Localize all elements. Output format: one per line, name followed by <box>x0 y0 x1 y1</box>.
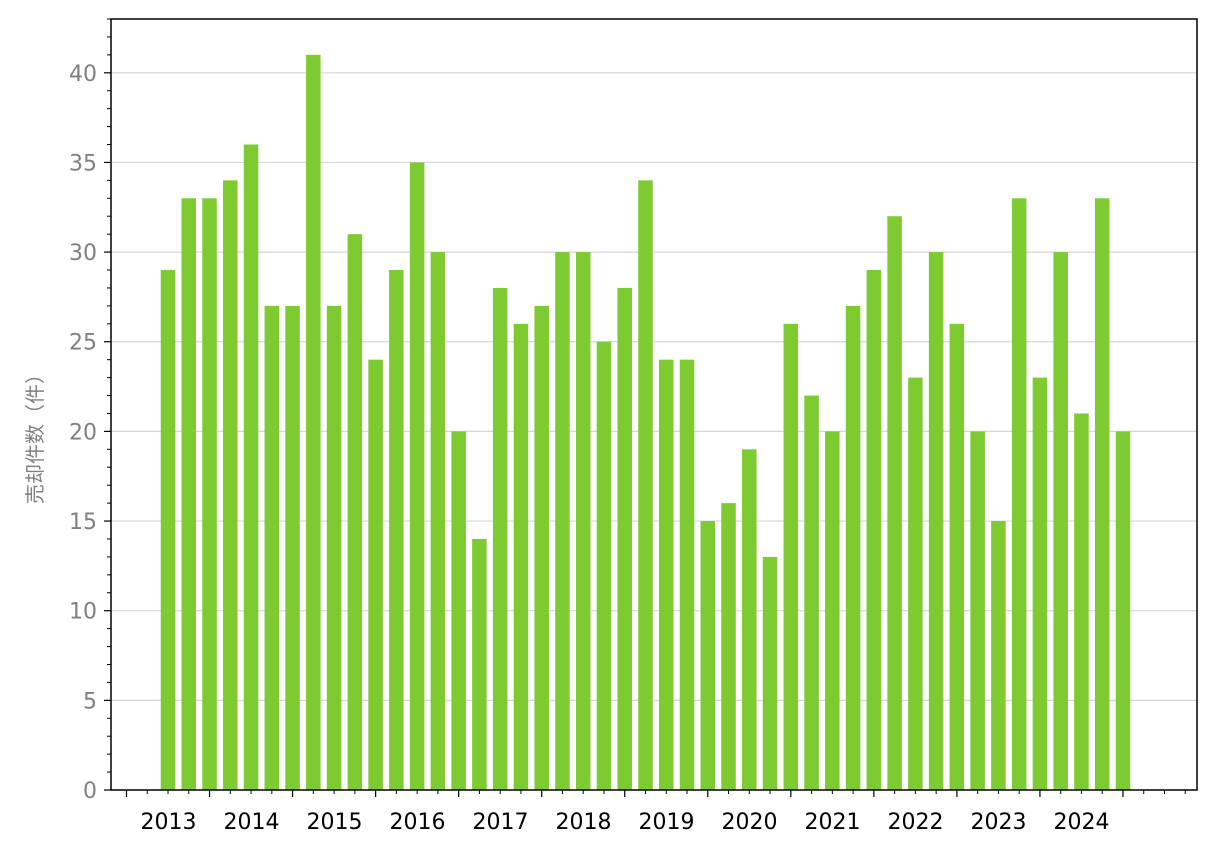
bar <box>555 252 570 790</box>
bar <box>575 252 591 790</box>
bar <box>326 305 342 790</box>
bar <box>866 270 882 790</box>
bar <box>887 216 902 791</box>
y-tick-label: 25 <box>69 331 97 356</box>
bar <box>596 341 612 790</box>
bar <box>825 431 840 790</box>
bar <box>202 198 217 791</box>
bar <box>513 323 529 790</box>
y-tick-label: 0 <box>83 779 97 804</box>
y-axis-label: 売却件数（件） <box>23 364 47 504</box>
bar <box>658 359 674 790</box>
x-tick-label: 2019 <box>639 810 695 835</box>
bar <box>742 449 757 790</box>
bar <box>679 359 695 790</box>
x-tick-label: 2024 <box>1054 810 1110 835</box>
bar <box>409 162 425 790</box>
bar <box>928 252 944 790</box>
bar <box>472 538 487 790</box>
bar <box>389 270 404 790</box>
bar <box>430 252 446 790</box>
bar <box>804 395 819 790</box>
bar <box>285 305 300 790</box>
bar <box>845 305 861 790</box>
bar <box>181 198 197 791</box>
bar <box>970 431 985 790</box>
x-tick-label: 2014 <box>224 810 280 835</box>
x-tick-label: 2018 <box>556 810 612 835</box>
bar <box>264 305 280 790</box>
bar <box>1032 377 1048 790</box>
bar <box>1094 198 1110 791</box>
y-tick-label: 20 <box>69 420 97 445</box>
bar <box>368 359 383 790</box>
bar <box>783 323 799 790</box>
bar <box>991 521 1006 790</box>
bar <box>949 323 965 790</box>
x-tick-label: 2020 <box>722 810 778 835</box>
bar <box>306 54 321 790</box>
x-tick-label: 2017 <box>473 810 529 835</box>
bar <box>347 234 363 791</box>
plot-frame <box>110 18 1198 791</box>
y-tick-label: 30 <box>69 241 97 266</box>
bar <box>1074 413 1089 790</box>
x-tick-label: 2021 <box>805 810 861 835</box>
bar <box>492 287 508 790</box>
x-tick-label: 2023 <box>971 810 1027 835</box>
bar <box>762 556 778 790</box>
bar <box>1053 252 1068 790</box>
x-tick-label: 2013 <box>141 810 197 835</box>
bar <box>160 270 176 790</box>
bar <box>243 144 259 791</box>
bar <box>534 305 549 790</box>
bar <box>721 503 736 790</box>
bar <box>223 180 238 791</box>
y-tick-label: 15 <box>69 510 97 535</box>
y-tick-label: 5 <box>83 689 97 714</box>
x-axis: 2013 2014 2015 2016 2017 2018 2019 2020 2021 2022… <box>125 790 1186 835</box>
x-tick-label: 2022 <box>888 810 944 835</box>
x-tick-label: 2016 <box>390 810 446 835</box>
bar <box>700 521 716 790</box>
y-tick-label: 10 <box>69 600 97 625</box>
bar <box>908 377 923 790</box>
y-axis: 0 5 10 15 20 25 30 35 40 <box>69 18 111 804</box>
bar <box>1115 431 1131 790</box>
bar <box>451 431 466 790</box>
y-tick-label: 35 <box>69 151 97 176</box>
y-tick-label: 40 <box>69 62 97 87</box>
bar <box>638 180 653 791</box>
x-tick-label: 2015 <box>307 810 363 835</box>
bar <box>617 287 632 790</box>
bars <box>160 54 1131 791</box>
bar <box>1011 198 1027 791</box>
